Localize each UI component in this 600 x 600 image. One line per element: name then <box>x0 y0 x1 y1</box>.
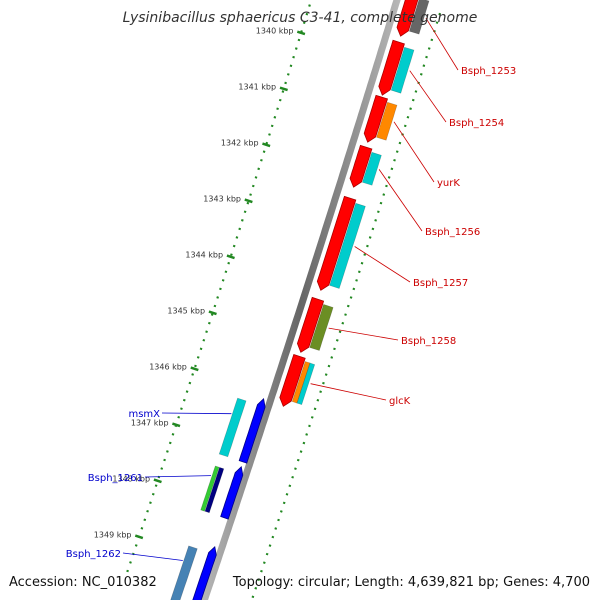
kbp-tick-mark <box>296 30 306 36</box>
gene-band-reverse <box>200 465 220 512</box>
outer-dotted-ring <box>250 12 442 600</box>
gene-label-reverse: msmX <box>128 409 160 420</box>
cds-arrow-reverse <box>192 546 217 600</box>
gene-label-leader <box>161 412 232 415</box>
gene-label-leader <box>425 17 459 71</box>
gene-label-reverse: Bsph_1261 <box>88 473 143 484</box>
cds-arrow-forward <box>316 195 357 291</box>
gene-label-leader <box>378 169 423 232</box>
kbp-tick-label: 1348 kbp <box>112 474 150 483</box>
gene-band-forward <box>376 101 398 141</box>
gene-label-leader <box>144 475 212 478</box>
gene-label-forward: Bsph_1257 <box>413 278 468 289</box>
kbp-tick-label: 1343 kbp <box>203 194 241 203</box>
kbp-tick-mark <box>208 310 217 316</box>
cds-arrow-forward <box>279 353 306 407</box>
cds-arrow-forward <box>378 39 405 96</box>
kbp-tick-mark <box>172 422 181 428</box>
kbp-tick-mark <box>190 366 199 372</box>
kbp-tick-mark <box>279 86 288 92</box>
cds-arrow-forward <box>349 144 373 188</box>
gene-label-leader <box>354 246 411 283</box>
gene-band-forward <box>296 362 316 405</box>
gene-label-leader <box>409 70 447 123</box>
topology-text: Topology: circular; Length: 4,639,821 bp… <box>232 575 590 590</box>
cds-arrow-reverse <box>238 397 266 464</box>
kbp-tick-mark <box>226 254 235 260</box>
kbp-tick-mark <box>153 478 162 484</box>
kbp-tick-mark <box>262 142 271 148</box>
gene-label-forward: yurK <box>437 178 460 189</box>
kbp-tick-mark <box>244 198 253 204</box>
cds-arrow-forward <box>363 94 389 143</box>
gene-label-leader <box>122 552 183 561</box>
gene-label-leader <box>328 327 399 341</box>
inner-dotted-ring <box>125 0 313 575</box>
kbp-tick-label: 1344 kbp <box>185 250 223 259</box>
gene-band-forward <box>362 151 382 186</box>
gene-band-reverse <box>204 467 225 514</box>
gene-band-forward <box>409 0 430 35</box>
gene-band-reverse <box>170 545 198 600</box>
gene-label-leader <box>310 383 387 401</box>
kbp-tick-mark <box>134 534 144 540</box>
kbp-tick-label: 1347 kbp <box>131 418 169 427</box>
gene-band-forward <box>390 46 415 94</box>
gene-label-forward: glcK <box>389 396 411 407</box>
cds-arrow-forward <box>396 0 419 37</box>
genome-backbone <box>200 0 401 600</box>
gene-label-forward: Bsph_1258 <box>401 336 456 347</box>
gene-band-forward <box>309 304 334 351</box>
kbp-tick-label: 1345 kbp <box>167 306 205 315</box>
kbp-tick-label: 1346 kbp <box>149 362 187 371</box>
kbp-tick-label: 1342 kbp <box>221 138 259 147</box>
accession-text: Accession: NC_010382 <box>9 575 157 590</box>
gene-label-leader <box>393 121 435 183</box>
map-title: Lysinibacillus sphaericus C3-41, complet… <box>122 10 478 26</box>
kbp-tick-label: 1340 kbp <box>256 27 294 36</box>
gene-label-forward: Bsph_1253 <box>461 66 516 77</box>
gene-band-reverse <box>218 397 247 458</box>
kbp-tick-label: 1349 kbp <box>94 530 132 539</box>
gene-label-forward: Bsph_1254 <box>449 118 504 129</box>
gene-band-forward <box>329 202 366 289</box>
cds-arrow-reverse <box>220 465 244 520</box>
gene-label-reverse: Bsph_1262 <box>66 549 121 560</box>
cds-arrow-forward <box>296 296 325 353</box>
kbp-tick-label: 1341 kbp <box>238 82 276 91</box>
gene-label-forward: Bsph_1256 <box>425 227 480 238</box>
